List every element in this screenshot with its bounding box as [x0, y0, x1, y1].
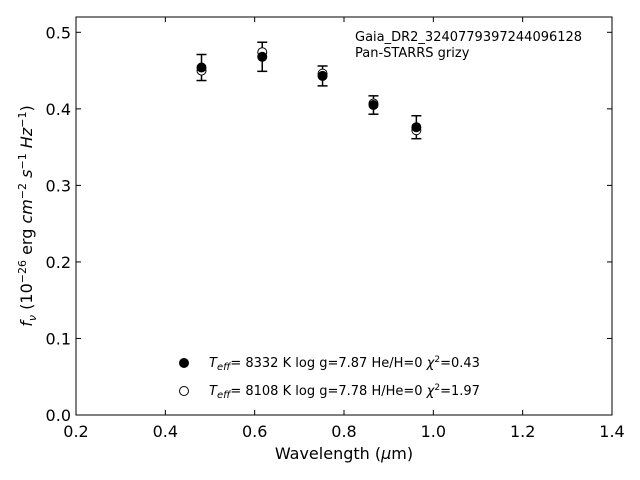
- filled-circle-point: [196, 62, 207, 73]
- legend-2-chi2: =1.97: [440, 384, 480, 399]
- y-tick-label: 0.0: [46, 406, 71, 425]
- axis-tick-labels: 0.2 0.4 0.6 0.8 1.0 1.2 1.4 0.0 0.1 0.2 0.3 0.4 0.5: [46, 23, 625, 441]
- filters-annotation: Pan-STARRS grizy: [355, 46, 470, 61]
- legend-2-logg: log g=7.78: [295, 384, 367, 399]
- legend-filled-marker: [179, 358, 189, 368]
- legend-1-teff: 8332 K: [245, 356, 291, 371]
- filled-circle-point: [317, 70, 328, 81]
- plot-area: [75, 16, 613, 416]
- filled-circle-point: [411, 122, 422, 133]
- axis-ticks: [75, 17, 613, 416]
- legend-entry-1: Teff= 8332 K log g=7.87 He/H=0 χ2=0.43: [209, 355, 480, 373]
- x-tick-label: 1.2: [510, 422, 535, 441]
- y-tick-label: 0.1: [46, 329, 71, 348]
- filled-circle-point: [257, 51, 268, 62]
- y-tick-label: 0.2: [46, 253, 71, 272]
- data-markers: [196, 47, 422, 136]
- legend-1-logg: log g=7.87: [295, 356, 367, 371]
- x-tick-label: 1.0: [421, 422, 446, 441]
- legend-2-comp: H/He=0: [371, 384, 422, 399]
- legend-entry-2: Teff= 8108 K log g=7.78 H/He=0 χ2=1.97: [209, 383, 480, 401]
- x-tick-label: 0.8: [331, 422, 356, 441]
- legend-open-marker: [179, 386, 189, 396]
- legend-1-chi2: =0.43: [440, 356, 480, 371]
- y-tick-label: 0.5: [46, 23, 71, 42]
- legend-1-comp: He/H=0: [371, 356, 422, 371]
- legend-2-teff: 8108 K: [245, 384, 291, 399]
- y-tick-label: 0.4: [46, 100, 71, 119]
- x-tick-label: 1.4: [599, 422, 624, 441]
- filled-circle-point: [368, 100, 379, 111]
- x-tick-label: 0.6: [242, 422, 267, 441]
- legend: Teff= 8332 K log g=7.87 He/H=0 χ2=0.43 T…: [179, 355, 480, 401]
- x-tick-label: 0.4: [153, 422, 178, 441]
- x-tick-label: 0.2: [63, 422, 88, 441]
- x-axis-title: Wavelength (μm): [275, 444, 413, 463]
- y-tick-label: 0.3: [46, 176, 71, 195]
- object-name-annotation: Gaia_DR2_3240779397244096128: [355, 30, 582, 45]
- y-axis-title: fν (10−26 erg cm−2 s−1 Hz−1): [16, 105, 39, 326]
